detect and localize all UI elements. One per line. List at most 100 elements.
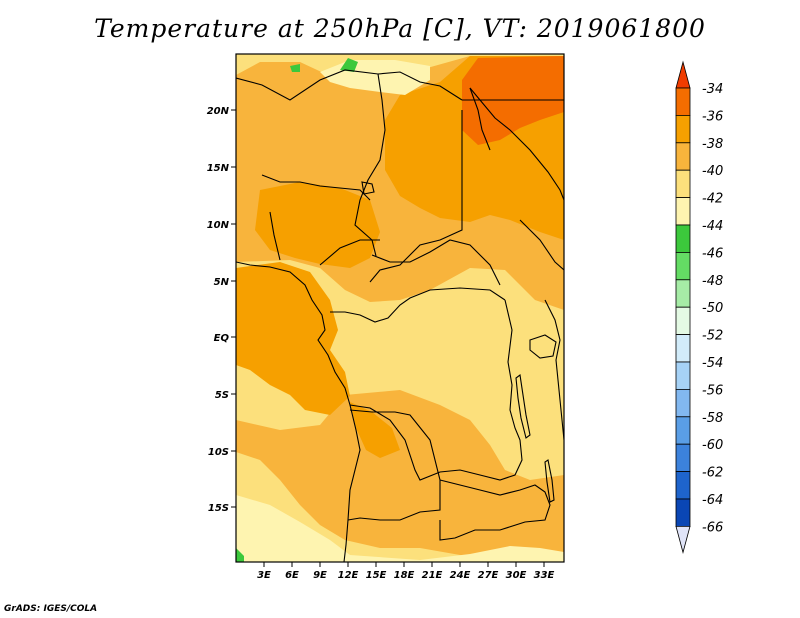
car-border [371, 239, 501, 286]
chart-title: Temperature at 250hPa [C], VT: 201906180… [94, 14, 706, 43]
lon-tick-24e: 24E [450, 562, 471, 581]
lat-tick-15n: 15N [207, 163, 236, 174]
lon-tick-12e: 12E [338, 562, 359, 581]
colorbar-swatch [675, 443, 691, 473]
lon-tick-6e: 6E [285, 562, 299, 581]
svg-text:12E: 12E [338, 570, 359, 581]
lon-tick-3e: 3E [257, 562, 271, 581]
colorbar-label: -52 [702, 329, 723, 344]
lake-victoria [529, 334, 557, 359]
sudan-border [369, 110, 463, 283]
lake-chad [361, 181, 375, 195]
colorbar-swatch [675, 142, 691, 171]
lat-tick-5n: 5N [214, 277, 236, 288]
colorbar-swatch [675, 87, 691, 116]
colorbar-label: -34 [702, 82, 723, 97]
colorbar-label: -36 [702, 109, 723, 124]
band-36-to-38-gulf [236, 262, 350, 415]
lon-tick-30e: 30E [506, 562, 527, 581]
lat-axis: 20N 15N 10N 5N EQ 5S 10S 15S [207, 106, 236, 514]
colorbar-label: -40 [702, 164, 723, 179]
red-sea-coast [469, 87, 564, 201]
colorbar-swatch [675, 279, 691, 308]
svg-text:9E: 9E [313, 570, 327, 581]
lon-tick-9e: 9E [313, 562, 327, 581]
colorbar-swatch [675, 361, 691, 390]
colorbar-swatch [675, 334, 691, 363]
colorbar-swatch [675, 169, 691, 198]
lat-tick-eq: EQ [214, 333, 236, 344]
zambia-border [439, 479, 551, 541]
lon-axis: 3E 6E 9E 12E 15E 18E 21E 24E 27E 30E 33E [257, 562, 555, 581]
svg-text:27E: 27E [478, 570, 499, 581]
svg-text:33E: 33E [534, 570, 555, 581]
svg-text:EQ: EQ [214, 333, 230, 344]
grads-credit: GrADS: IGES/COLA [4, 604, 98, 614]
lon-tick-18e: 18E [394, 562, 415, 581]
band-36-to-38-angola [350, 402, 400, 458]
colorbar-swatch [675, 251, 691, 281]
svg-text:18E: 18E [394, 570, 415, 581]
svg-text:15N: 15N [207, 163, 230, 174]
colorbar-label: -38 [702, 137, 723, 152]
svg-text:10S: 10S [208, 447, 229, 458]
colorbar-label: -56 [702, 383, 723, 398]
nile-river [469, 87, 491, 151]
band-44-to-46-libya [340, 58, 358, 72]
temperature-fill [236, 54, 564, 562]
colorbar-swatch [675, 471, 691, 500]
west-africa-coastline [236, 261, 361, 562]
lake-tanganyika [515, 374, 531, 439]
lat-tick-10n: 10N [207, 220, 236, 231]
svg-text:5N: 5N [214, 277, 230, 288]
lat-tick-15s: 15S [208, 503, 236, 514]
band-36-to-38-sahel [255, 182, 380, 268]
svg-text:3E: 3E [257, 570, 271, 581]
lat-tick-10s: 10S [208, 447, 236, 458]
band-42-to-44-south-atlantic [236, 495, 564, 562]
lat-tick-20n: 20N [207, 106, 236, 117]
svg-text:5S: 5S [215, 390, 229, 401]
colorbar-swatch [675, 115, 691, 144]
colorbar-swatch [675, 498, 691, 527]
colorbar: -34 -36 -38 -40 -42 -44 -46 -48 -50 -52 -54 -56 -58 -… [675, 60, 723, 554]
colorbar-swatch [675, 388, 691, 418]
svg-text:15S: 15S [208, 503, 229, 514]
svg-text:20N: 20N [207, 106, 230, 117]
colorbar-label: -50 [702, 301, 723, 316]
colorbar-top-arrow [675, 60, 691, 89]
nigeria-border [269, 211, 380, 266]
lon-tick-21e: 21E [422, 562, 443, 581]
colorbar-swatch [675, 224, 691, 253]
colorbar-swatch [675, 197, 691, 226]
colorbar-label: -42 [702, 192, 723, 207]
east-africa-coast [519, 219, 564, 441]
svg-text:15E: 15E [366, 570, 387, 581]
band-38-to-40-south [236, 390, 564, 562]
svg-text:21E: 21E [422, 570, 443, 581]
niger-border [261, 174, 371, 201]
colorbar-swatch [675, 306, 691, 336]
chad-border [354, 73, 386, 257]
lon-tick-27e: 27E [478, 562, 499, 581]
lat-tick-5s: 5S [215, 390, 236, 401]
colorbar-label: -60 [702, 438, 723, 453]
congo-border [330, 287, 506, 323]
colorbar-bottom-arrow [675, 526, 691, 554]
colorbar-label: -54 [702, 356, 723, 371]
svg-text:10N: 10N [207, 220, 230, 231]
colorbar-label: -44 [702, 219, 723, 234]
lon-tick-33e: 33E [534, 562, 555, 581]
colorbar-swatch [675, 416, 691, 445]
drc-border [349, 299, 523, 481]
band-44-to-46-coast [290, 64, 300, 72]
band-44-to-46-southwest [236, 548, 244, 562]
coastlines [236, 69, 564, 562]
colorbar-label: -58 [702, 411, 723, 426]
colorbar-label: -64 [702, 493, 723, 508]
map-frame [235, 53, 565, 563]
lon-tick-15e: 15E [366, 562, 387, 581]
colorbar-label: -66 [702, 520, 723, 535]
svg-text:30E: 30E [506, 570, 527, 581]
